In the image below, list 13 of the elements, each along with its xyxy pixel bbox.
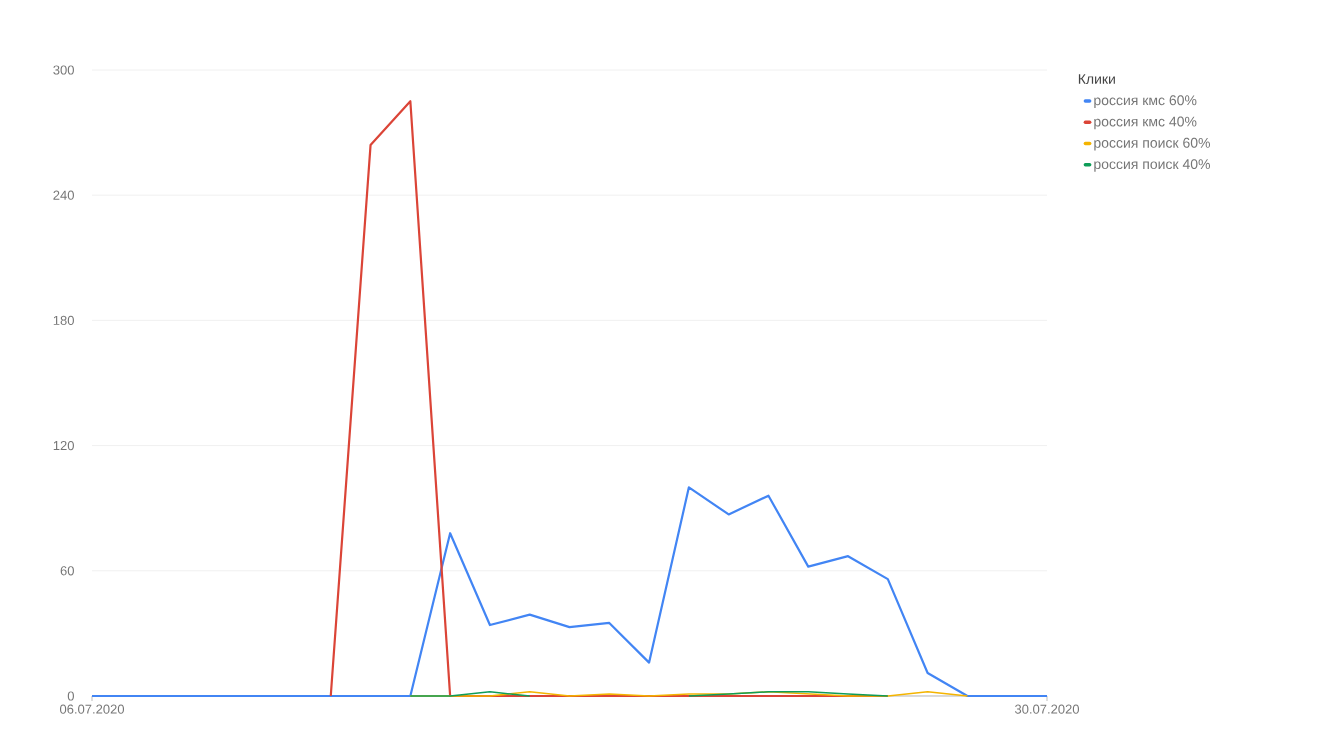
y-tick-label: 120 bbox=[53, 440, 74, 451]
y-tick-label: 240 bbox=[53, 190, 74, 200]
y-tick-label: 300 bbox=[53, 65, 74, 75]
x-tick-label: 30.07.2020 bbox=[1014, 704, 1080, 714]
x-tick-label: 06.07.2020 bbox=[59, 704, 125, 714]
y-tick-label: 180 bbox=[53, 315, 74, 325]
legend-label: россия кмс 60% bbox=[1094, 95, 1197, 108]
y-tick-label: 60 bbox=[60, 566, 74, 576]
legend-label: россия поиск 60% bbox=[1094, 137, 1210, 151]
legend-label: россия поиск 40% bbox=[1094, 159, 1210, 172]
legend-title: Клики bbox=[1078, 74, 1115, 84]
y-tick-label: 0 bbox=[67, 691, 74, 701]
legend-label: россия кмс 40% bbox=[1094, 116, 1197, 130]
